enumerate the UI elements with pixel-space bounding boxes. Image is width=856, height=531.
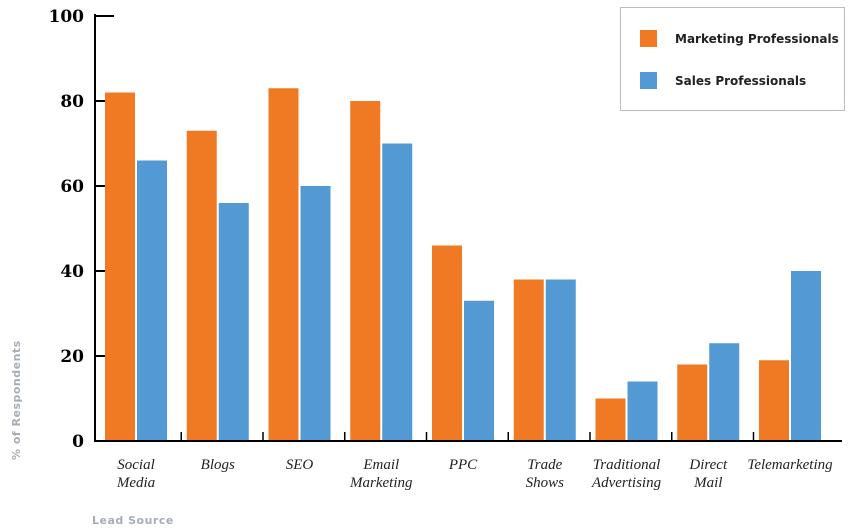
x-tick-label: SEO (286, 457, 314, 473)
bar-marketing-6 (595, 398, 626, 441)
bar-marketing-8 (759, 360, 789, 441)
y-tick-label: 60 (60, 177, 84, 197)
y-axis-ticks: 0 20 40 60 80 100 (49, 7, 114, 452)
bar-sales-8 (791, 271, 821, 441)
bar-sales-6 (627, 381, 658, 441)
bar-marketing-0 (105, 92, 135, 441)
legend-swatch-sales (640, 72, 657, 89)
x-tick-label: Trade Shows (526, 457, 565, 491)
bar-sales-5 (545, 279, 576, 441)
bar-sales-3 (382, 143, 413, 441)
x-tick-label: PPC (448, 457, 478, 473)
bar-marketing-5 (513, 279, 544, 441)
x-tick-label: Direct Mail (688, 457, 728, 491)
y-tick-label: 0 (72, 432, 84, 452)
x-tick-label: Traditional Advertising (591, 457, 662, 491)
legend: Marketing Professionals Sales Profession… (620, 7, 845, 111)
y-tick-label: 100 (49, 7, 85, 27)
y-tick-label: 40 (60, 262, 84, 282)
bar-sales-2 (300, 186, 331, 441)
legend-box (620, 7, 845, 111)
bar-sales-1 (218, 203, 249, 441)
y-tick-label: 80 (60, 92, 84, 112)
bar-marketing-1 (186, 130, 217, 441)
bar-marketing-7 (677, 364, 708, 441)
y-tick-label: 20 (60, 347, 84, 367)
bars (105, 88, 821, 441)
x-tick-label: Social Media (116, 457, 155, 491)
x-axis-ticks: Social Media Blogs SEO Email Marketing PPC Trad… (116, 432, 833, 491)
x-tick-label: Telemarketing (747, 457, 833, 473)
bar-marketing-4 (432, 245, 462, 441)
legend-swatch-marketing (640, 30, 657, 47)
bar-marketing-2 (268, 88, 299, 441)
x-tick-label: Email Marketing (349, 457, 413, 491)
legend-label-marketing: Marketing Professionals (675, 32, 839, 46)
bar-sales-7 (709, 343, 740, 441)
bar-sales-4 (464, 300, 494, 441)
bar-sales-0 (137, 160, 167, 441)
x-axis-label: Lead Source (92, 514, 174, 527)
y-axis-label: % of Respondents (10, 340, 23, 460)
legend-label-sales: Sales Professionals (675, 74, 806, 88)
bar-marketing-3 (350, 101, 381, 441)
x-tick-label: Blogs (201, 457, 235, 473)
